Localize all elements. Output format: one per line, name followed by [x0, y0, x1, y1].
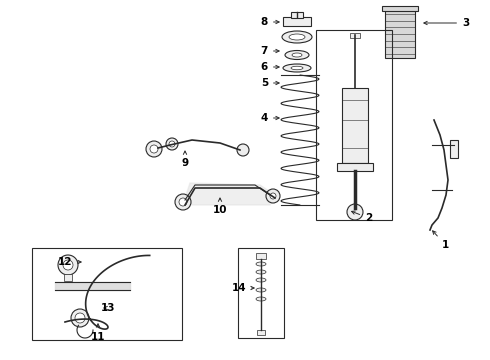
- Ellipse shape: [256, 262, 266, 266]
- Circle shape: [75, 313, 85, 323]
- Ellipse shape: [283, 64, 311, 72]
- Circle shape: [63, 260, 73, 270]
- Circle shape: [58, 255, 78, 275]
- Ellipse shape: [282, 31, 312, 43]
- Bar: [337, 163, 373, 171]
- Text: 7: 7: [261, 46, 279, 56]
- Circle shape: [179, 198, 187, 206]
- Text: 11: 11: [91, 324, 105, 342]
- Circle shape: [347, 204, 363, 220]
- Text: 10: 10: [213, 198, 227, 215]
- Text: 6: 6: [261, 62, 279, 72]
- Bar: [382, 6, 418, 11]
- Text: 3: 3: [424, 18, 469, 28]
- Bar: [350, 33, 360, 38]
- Ellipse shape: [291, 66, 303, 70]
- Text: 2: 2: [352, 211, 372, 223]
- Circle shape: [71, 309, 89, 327]
- Ellipse shape: [292, 53, 302, 57]
- Ellipse shape: [289, 34, 305, 40]
- Bar: [316, 30, 392, 220]
- Ellipse shape: [285, 50, 309, 59]
- Circle shape: [237, 144, 249, 156]
- Circle shape: [266, 189, 280, 203]
- Ellipse shape: [256, 278, 266, 282]
- Bar: [342, 88, 368, 163]
- Bar: [64, 274, 72, 281]
- Bar: [291, 12, 303, 18]
- Circle shape: [146, 141, 162, 157]
- Text: 9: 9: [181, 151, 189, 168]
- Bar: [385, 8, 415, 58]
- Ellipse shape: [256, 288, 266, 292]
- Text: 13: 13: [100, 303, 115, 313]
- Circle shape: [166, 138, 178, 150]
- Text: 4: 4: [261, 113, 279, 123]
- Polygon shape: [185, 183, 275, 205]
- Bar: [283, 17, 311, 26]
- Text: 1: 1: [433, 231, 449, 250]
- Bar: [256, 253, 266, 259]
- Circle shape: [169, 141, 175, 147]
- Text: 8: 8: [261, 17, 279, 27]
- Bar: [450, 140, 458, 158]
- Text: 12: 12: [57, 257, 81, 267]
- Circle shape: [270, 193, 276, 199]
- Circle shape: [175, 194, 191, 210]
- Text: 5: 5: [261, 78, 279, 88]
- Circle shape: [150, 145, 158, 153]
- Ellipse shape: [256, 297, 266, 301]
- Ellipse shape: [256, 270, 266, 274]
- Bar: [32, 248, 182, 340]
- Bar: [257, 330, 265, 335]
- Text: 14: 14: [231, 283, 254, 293]
- Bar: [238, 248, 284, 338]
